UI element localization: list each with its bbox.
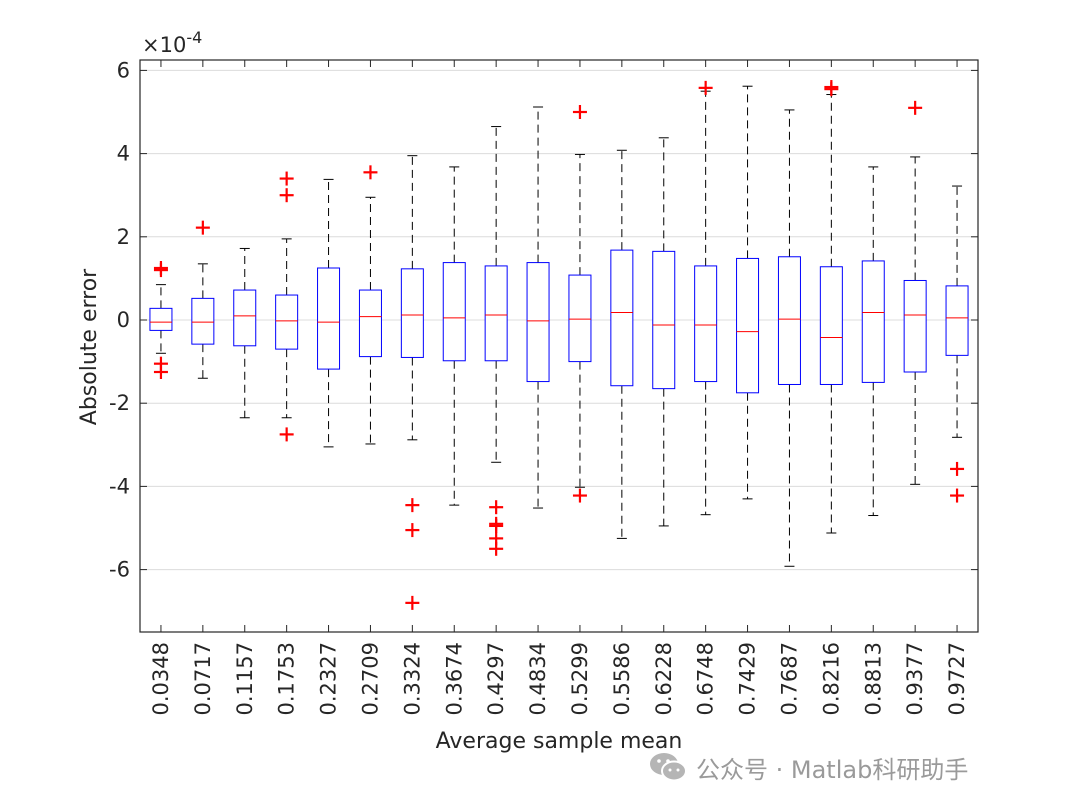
box-iqr [861,260,885,383]
x-tick-label: 0.7687 [777,642,801,715]
x-tick-label: 0.5299 [568,642,592,715]
box-plot-0.7429 [736,85,760,500]
box-iqr [568,274,592,363]
outlier-marker [698,80,713,95]
y-tick-label: -4 [109,474,130,498]
box-plot-0.4297 [484,126,508,556]
x-tick-label: 0.1753 [275,642,299,715]
outlier-marker [363,165,378,180]
x-tick-label: 0.4834 [526,642,550,715]
box-iqr [736,257,760,394]
box-iqr [191,297,215,345]
box-plot-0.0717 [191,220,215,379]
outlier-marker [153,365,168,379]
box-plot-0.9727 [945,185,969,503]
x-tick-label: 0.1157 [233,642,257,715]
box-iqr [694,265,718,383]
box-plot-0.4834 [526,106,550,509]
x-tick-label: 0.3324 [400,642,424,715]
box-plot-0.8216 [819,80,843,534]
x-tick-label: 0.4297 [484,642,508,715]
x-tick-label: 0.6228 [652,642,676,715]
box-plot-0.3324 [400,155,424,610]
y-tick-label: 0 [117,308,130,332]
box-iqr [945,285,969,356]
box-iqr [317,267,341,370]
y-exponent-label: ×10-4 [142,28,202,57]
x-tick-label: 0.2709 [358,642,382,715]
y-tick-label: 6 [117,58,130,82]
box-plot-0.9377 [903,100,927,485]
box-plot-0.7687 [777,109,801,567]
box-iqr [484,265,508,362]
outlier-marker [153,261,168,275]
x-tick-label: 0.9377 [903,642,927,715]
outlier-marker [950,461,965,476]
outlier-marker [824,82,839,97]
box-iqr [400,268,424,358]
box-iqr [442,262,466,362]
box-iqr [275,294,299,350]
x-tick-label: 0.9727 [945,642,969,715]
box-plot-0.1157 [233,247,257,419]
y-axis-label: Absolute error [77,268,102,425]
outlier-marker [405,498,420,513]
box-plot-0.0348 [149,261,173,379]
x-axis-label: Average sample mean [436,729,683,754]
x-tick-label: 0.7429 [736,642,760,715]
box-iqr [903,279,927,373]
x-axis-ticks: 0.0348 0.0717 0.1157 0.1753 0.2327 0.2709 0.33… [149,60,969,715]
y-tick-label: 2 [117,225,130,249]
x-tick-label: 0.8813 [861,642,885,715]
outlier-marker [572,105,587,119]
box-plot-0.5586 [610,149,634,539]
outlier-marker [195,220,210,235]
outlier-marker [489,541,504,556]
x-tick-label: 0.0717 [191,642,215,715]
y-tick-label: 4 [117,142,130,166]
box-plot-0.5299 [568,105,592,503]
plot-frame [139,59,979,633]
box-iqr [358,289,382,358]
x-tick-label: 0.8216 [819,642,843,715]
x-tick-label: 0.6748 [694,642,718,715]
box-iqr [149,307,173,331]
outlier-marker [572,488,587,503]
box-iqr [610,249,634,387]
box-plot-0.6748 [694,80,718,516]
y-axis-ticks: -6 -4 -2 0 2 4 6 [109,58,978,582]
x-tick-label: 0.3674 [442,642,466,715]
watermark-text: 公众号 · Matlab科研助手 [696,755,969,784]
box-plot-0.2327 [317,178,341,448]
box-iqr [233,289,257,347]
box-plot-0.8813 [861,166,885,517]
wechat-icon [650,753,687,782]
x-tick-label: 0.0348 [149,642,173,715]
grid-lines [140,69,978,571]
box-plot-0.3674 [442,166,466,506]
y-tick-label: -2 [109,391,130,415]
outlier-marker [279,427,294,442]
box-iqr [819,266,843,385]
outlier-marker [489,500,504,515]
watermark: 公众号 · Matlab科研助手 [648,746,968,788]
x-tick-label: 0.2327 [317,642,341,715]
y-tick-label: -6 [109,558,130,582]
box-iqr [777,256,801,385]
x-tick-label: 0.5586 [610,642,634,715]
outlier-marker [405,523,420,538]
outlier-marker [279,188,294,203]
outlier-marker [908,100,923,115]
box-layer [149,80,969,610]
outlier-marker [405,595,420,610]
outlier-marker [279,171,294,186]
box-iqr [652,250,676,390]
box-iqr [526,262,550,383]
box-plot-0.6228 [652,137,676,527]
box-plot-0.1753 [275,171,299,442]
outlier-marker [950,488,965,503]
box-plot-0.2709 [358,165,382,445]
outlier-marker [489,518,504,533]
